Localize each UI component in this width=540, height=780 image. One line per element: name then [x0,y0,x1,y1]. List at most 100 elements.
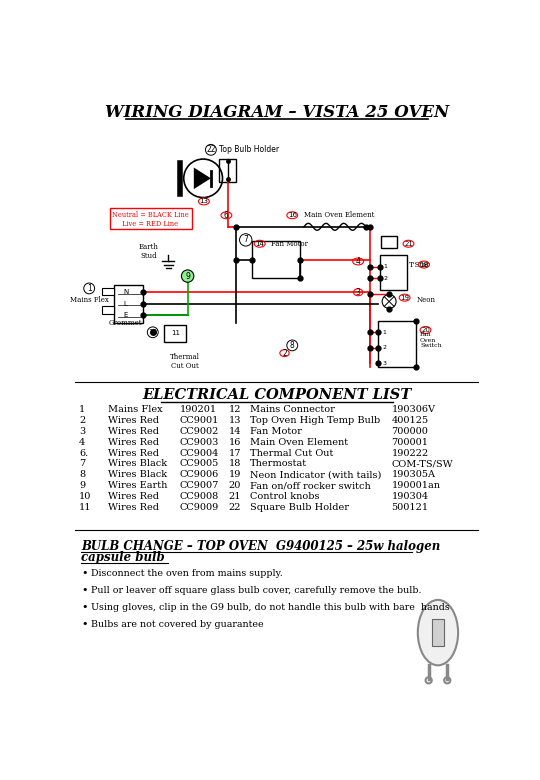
Text: 21: 21 [404,241,413,246]
Text: 500121: 500121 [392,503,429,512]
Text: 16: 16 [288,212,297,218]
Text: 11: 11 [171,330,180,336]
Text: COM-TS/SW: COM-TS/SW [392,459,453,469]
Text: 400125: 400125 [392,416,429,425]
Circle shape [181,270,194,282]
Text: 7: 7 [79,459,85,469]
Bar [377,321,416,367]
Text: 1: 1 [382,330,386,335]
Text: Thermal
Cut Out: Thermal Cut Out [170,353,200,370]
Text: Wires Red: Wires Red [108,492,159,502]
Text: 1: 1 [87,284,92,293]
Text: 13: 13 [199,198,208,204]
Text: 700000: 700000 [392,427,428,436]
Text: 14: 14 [255,241,264,246]
Text: N: N [123,289,129,296]
Text: Grommet: Grommet [109,319,143,327]
Bar [219,159,237,183]
Text: 2: 2 [79,416,85,425]
Text: Mains Connector: Mains Connector [249,405,334,414]
Polygon shape [194,168,211,189]
Text: L: L [124,301,127,307]
Text: capsule bulb: capsule bulb [82,551,165,565]
Ellipse shape [418,600,458,665]
Text: Fan on/off rocker switch: Fan on/off rocker switch [249,481,370,491]
Text: Live = RED Line: Live = RED Line [123,220,179,228]
Text: CC9003: CC9003 [180,438,219,447]
Text: 20: 20 [421,327,430,333]
Text: 9: 9 [79,481,85,491]
Text: 18: 18 [420,261,429,268]
Bar [252,242,300,278]
Text: Mains Flex: Mains Flex [70,296,109,304]
Text: T'Stat: T'Stat [409,261,430,268]
Text: 7: 7 [244,236,248,244]
Text: WIRING DIAGRAM – VISTA 25 OVEN: WIRING DIAGRAM – VISTA 25 OVEN [105,105,449,122]
Text: 8: 8 [290,341,295,350]
Text: BULB CHANGE – TOP OVEN  G9400125 – 25w halogen: BULB CHANGE – TOP OVEN G9400125 – 25w ha… [82,540,445,553]
Text: 16: 16 [229,438,241,447]
Text: 2: 2 [384,276,388,281]
Text: Top Bulb Holder: Top Bulb Holder [219,145,279,154]
Text: 4: 4 [356,257,361,266]
Text: 22: 22 [229,503,241,512]
Text: Fan Motor: Fan Motor [271,239,308,248]
Text: Mains Flex: Mains Flex [108,405,163,414]
Text: 6.: 6. [79,448,89,458]
Text: 6: 6 [224,211,229,220]
Text: CC9004: CC9004 [180,448,219,458]
Text: 3: 3 [79,427,85,436]
Text: •: • [82,602,88,612]
Text: 190001an: 190001an [392,481,441,491]
Text: •: • [82,619,88,629]
Text: ELECTRICAL COMPONENT LIST: ELECTRICAL COMPONENT LIST [142,388,411,402]
Text: Wires Red: Wires Red [108,427,159,436]
Bar [110,207,192,229]
Text: Pull or leaver off square glass bulb cover, carefully remove the bulb.: Pull or leaver off square glass bulb cov… [91,586,421,594]
Text: CC9002: CC9002 [180,427,219,436]
Text: Top Oven High Temp Bulb: Top Oven High Temp Bulb [249,416,380,425]
Text: 1: 1 [79,405,85,414]
Text: 21: 21 [229,492,241,502]
Text: 9: 9 [185,271,190,281]
Bar [432,619,444,647]
Text: 20: 20 [229,481,241,491]
Text: 11: 11 [79,503,92,512]
Text: Wires Black: Wires Black [108,459,167,469]
Text: Wires Red: Wires Red [108,438,159,447]
Text: 14: 14 [229,427,241,436]
Text: •: • [82,569,88,578]
Text: 13: 13 [229,416,241,425]
Text: 2: 2 [382,346,386,350]
Text: 17: 17 [229,448,241,458]
Text: CC9006: CC9006 [180,470,219,480]
Text: 190222: 190222 [392,448,429,458]
Text: 190306V: 190306V [392,405,435,414]
Text: Wires Red: Wires Red [108,503,159,512]
Text: 19: 19 [229,470,241,480]
Bar [380,255,407,290]
Text: 1: 1 [384,264,388,269]
Text: CC9008: CC9008 [180,492,219,502]
Text: 3: 3 [356,288,361,296]
Text: Thermal Cut Out: Thermal Cut Out [249,448,333,458]
Text: •: • [82,585,88,595]
Text: Wires Red: Wires Red [108,416,159,425]
Text: 190305A: 190305A [392,470,435,480]
Text: Wires Black: Wires Black [108,470,167,480]
Text: 190304: 190304 [392,492,429,502]
Text: 12: 12 [229,405,241,414]
Text: 10: 10 [148,329,157,335]
Text: CC9001: CC9001 [180,416,219,425]
Text: Neutral = BLACK Line: Neutral = BLACK Line [112,211,189,219]
Bar [103,288,114,296]
Text: Main Oven Element: Main Oven Element [249,438,348,447]
Text: Wires Earth: Wires Earth [108,481,167,491]
Text: Fan Motor: Fan Motor [249,427,301,436]
Bar [103,306,114,314]
Text: 190201: 190201 [180,405,217,414]
Text: Using gloves, clip in the G9 bulb, do not handle this bulb with bare  hands: Using gloves, clip in the G9 bulb, do no… [91,603,449,612]
Text: Square Bulb Holder: Square Bulb Holder [249,503,349,512]
Text: 700001: 700001 [392,438,428,447]
Text: 18: 18 [229,459,241,469]
